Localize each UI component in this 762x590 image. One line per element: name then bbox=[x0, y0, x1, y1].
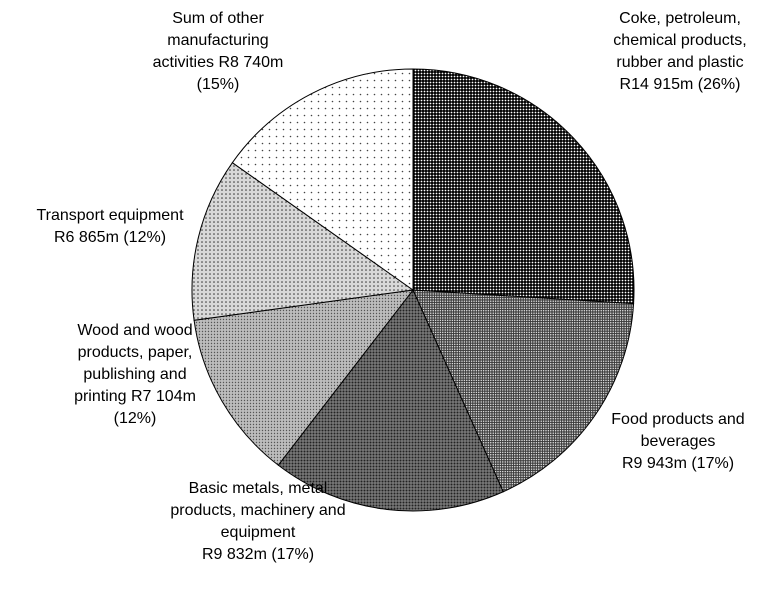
slice-label: Food products and beverages R9 943m (17%… bbox=[588, 409, 762, 475]
pie-slice bbox=[193, 289, 415, 466]
pie-slice bbox=[412, 289, 635, 493]
value-label: R9 832m (17%) bbox=[201, 546, 315, 563]
pie-slice bbox=[277, 289, 504, 512]
category-label: Basic metals, metal products, machinery … bbox=[170, 480, 346, 541]
category-label: Transport equipment bbox=[36, 207, 184, 224]
slice-label: Transport equipment R6 865m (12%) bbox=[10, 205, 210, 249]
category-label: Sum of other manufacturing activities bbox=[152, 10, 269, 71]
value-label: R6 865m (12%) bbox=[53, 229, 167, 246]
value-label: R8 740m (15%) bbox=[196, 54, 284, 93]
value-label: R14 915m (26%) bbox=[619, 76, 741, 93]
category-label: Food products and beverages bbox=[611, 411, 745, 450]
slice-label: Basic metals, metal products, machinery … bbox=[158, 478, 358, 566]
pie-slice bbox=[412, 68, 635, 305]
pie-slice bbox=[191, 161, 415, 321]
value-label: R9 943m (17%) bbox=[621, 455, 735, 472]
value-label: R7 104m (12%) bbox=[113, 388, 196, 427]
category-label: Coke, petroleum, chemical products, rubb… bbox=[613, 10, 747, 71]
slice-label: Coke, petroleum, chemical products, rubb… bbox=[600, 8, 760, 96]
slice-label: Sum of other manufacturing activities R8… bbox=[136, 8, 301, 96]
slice-label: Wood and wood products, paper, publishin… bbox=[63, 320, 208, 430]
pie-slice bbox=[231, 68, 414, 291]
category-label: Wood and wood products, paper, publishin… bbox=[74, 322, 193, 405]
